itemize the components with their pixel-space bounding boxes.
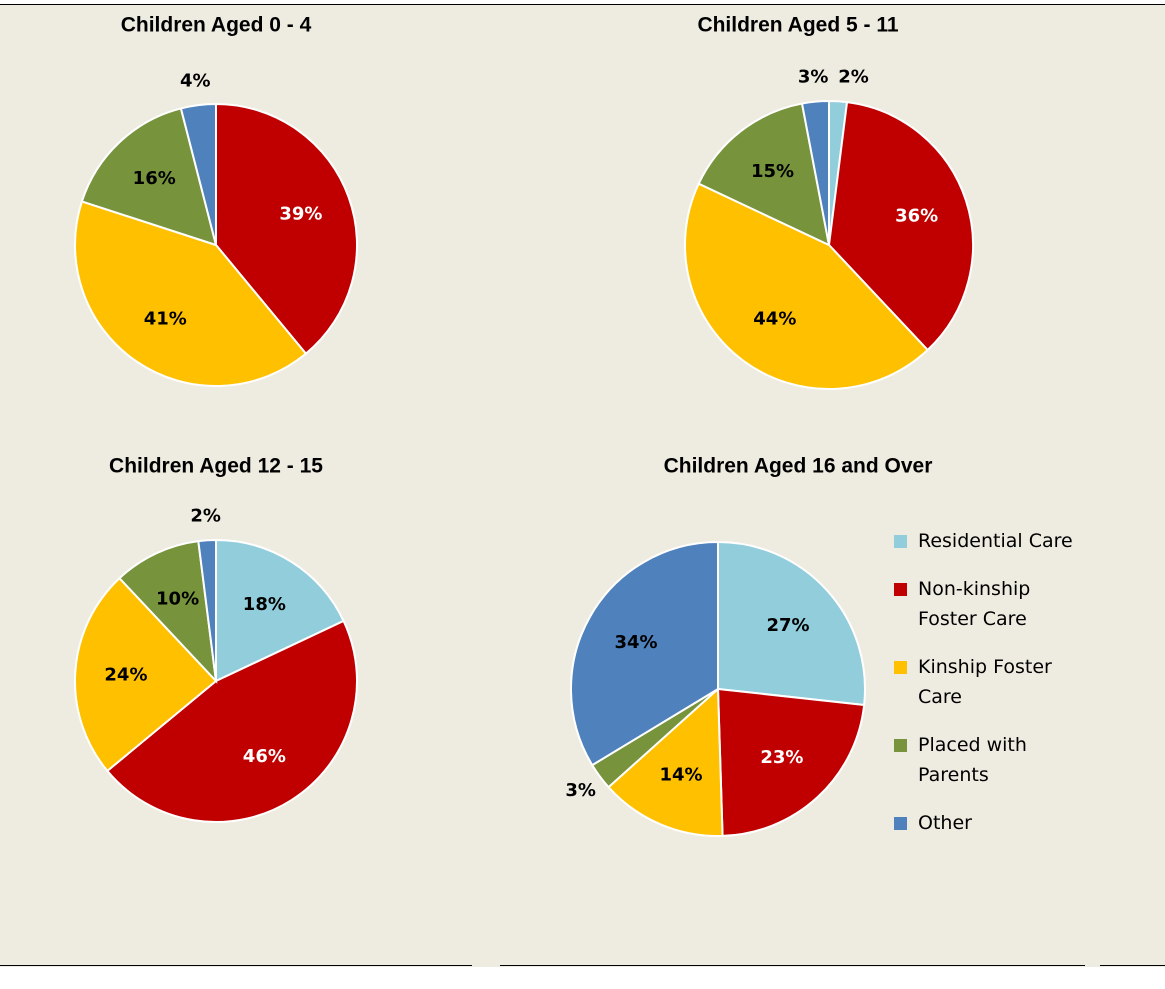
pie-slice: [800, 99, 830, 246]
legend-item: Other: [890, 808, 1080, 838]
pie-slice: [684, 182, 929, 390]
chart-title: Children Aged 0 - 4: [121, 14, 312, 37]
legend-swatch: [894, 583, 907, 596]
pie-slice: [105, 619, 358, 823]
border: [0, 965, 472, 966]
data-label: 39%: [279, 203, 322, 224]
legend: Residential Care Non-kinship Foster Care K…: [890, 526, 1080, 856]
legend-label: Residential Care: [918, 530, 1073, 552]
pie-slice: [716, 687, 866, 837]
pie-slice: [697, 102, 831, 247]
pie-slice: [80, 107, 218, 247]
chart-title: Children Aged 12 - 15: [109, 455, 323, 478]
data-label: 3%: [565, 780, 596, 801]
legend-item: Kinship Foster Care: [890, 652, 1080, 712]
data-label: 3%: [798, 67, 829, 88]
data-label: 10%: [156, 588, 199, 609]
data-label: 18%: [243, 594, 286, 615]
border: [1100, 965, 1165, 966]
data-label: 27%: [766, 615, 809, 636]
data-label: 34%: [614, 632, 657, 653]
legend-swatch: [894, 535, 907, 548]
border: [500, 965, 1085, 966]
pie-slice: [197, 538, 217, 682]
data-label: 46%: [243, 746, 286, 767]
pie-slice: [717, 540, 866, 707]
data-label: 36%: [895, 206, 938, 227]
legend-item: Placed with Parents: [890, 730, 1080, 790]
legend-swatch: [894, 661, 907, 674]
pie-slice: [118, 539, 218, 684]
data-label: 23%: [760, 747, 803, 768]
data-label: 14%: [659, 764, 702, 785]
data-label: 2%: [190, 505, 221, 526]
data-label: 2%: [838, 66, 869, 87]
legend-label: Placed with Parents: [918, 734, 1027, 786]
data-label: 44%: [753, 309, 796, 330]
data-label: 24%: [104, 664, 147, 685]
legend-label: Non-kinship Foster Care: [918, 578, 1031, 630]
pie-slice: [74, 200, 308, 387]
pie-slice: [827, 101, 974, 352]
data-label: 15%: [751, 161, 794, 182]
legend-label: Other: [918, 812, 972, 834]
legend-item: Residential Care: [890, 526, 1080, 556]
legend-item: Non-kinship Foster Care: [890, 574, 1080, 634]
data-label: 41%: [144, 309, 187, 330]
legend-swatch: [894, 817, 907, 830]
legend-label: Kinship Foster Care: [918, 656, 1052, 708]
pie-slice: [607, 686, 724, 837]
pie-slice: [570, 540, 719, 767]
pie-slice: [215, 538, 345, 683]
chart-title: Children Aged 16 and Over: [664, 455, 933, 478]
chart-title: Children Aged 5 - 11: [697, 14, 898, 37]
pie-slice: [215, 102, 358, 356]
legend-swatch: [894, 739, 907, 752]
data-label: 16%: [133, 168, 176, 189]
pie-slice: [179, 102, 217, 246]
data-label: 4%: [180, 70, 211, 91]
pie-slice: [74, 576, 218, 773]
